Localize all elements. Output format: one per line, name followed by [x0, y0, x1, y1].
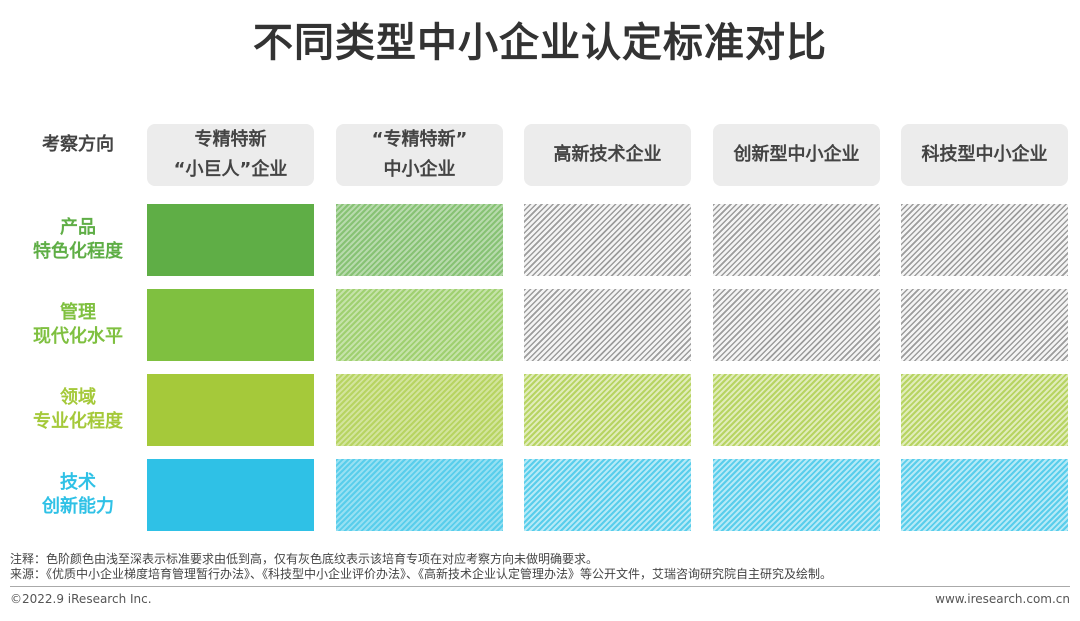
cell-r2-c1 [336, 374, 503, 446]
divider [10, 586, 1070, 587]
column-header-1: “专精特新” 中小企业 [336, 124, 503, 186]
cell-r2-c2 [524, 374, 691, 446]
cell-r0-c4 [901, 204, 1068, 276]
header-label: 考察方向 [42, 134, 114, 155]
column-header-4: 科技型中小企业 [901, 124, 1068, 186]
cell-r0-c1 [336, 204, 503, 276]
row-label-1: 管理 现代化水平 [33, 302, 123, 347]
cell-r1-c4 [901, 289, 1068, 361]
copyright: ©2022.9 iResearch Inc. [10, 592, 152, 606]
source-line: 来源：《优质中小企业梯度培育管理暂行办法》、《科技型中小企业评价办法》、《高新技… [10, 567, 833, 581]
cell-r0-c2 [524, 204, 691, 276]
cell-r2-c3 [713, 374, 880, 446]
cell-r1-c3 [713, 289, 880, 361]
website: www.iresearch.com.cn [935, 592, 1070, 606]
row-label-0: 产品 特色化程度 [33, 217, 123, 262]
cell-r0-c3 [713, 204, 880, 276]
cell-r3-c1 [336, 459, 503, 531]
cell-r3-c4 [901, 459, 1068, 531]
cell-r3-c0 [147, 459, 314, 531]
cell-r1-c0 [147, 289, 314, 361]
row-label-2: 领域 专业化程度 [33, 387, 123, 432]
page-title: 不同类型中小企业认定标准对比 [253, 20, 827, 66]
cell-r3-c2 [524, 459, 691, 531]
cell-r3-c3 [713, 459, 880, 531]
cell-r2-c0 [147, 374, 314, 446]
note-line: 注释：色阶颜色由浅至深表示标准要求由低到高，仅有灰色底纹表示该培育专项在对应考察… [10, 552, 599, 566]
cell-r0-c0 [147, 204, 314, 276]
column-header-2: 高新技术企业 [524, 124, 691, 186]
cell-r1-c2 [524, 289, 691, 361]
column-header-3: 创新型中小企业 [713, 124, 880, 186]
column-header-0: 专精特新 “小巨人”企业 [147, 124, 314, 186]
row-label-3: 技术 创新能力 [42, 472, 114, 517]
cell-r1-c1 [336, 289, 503, 361]
notes: 注释：色阶颜色由浅至深表示标准要求由低到高，仅有灰色底纹表示该培育专项在对应考察… [10, 552, 832, 582]
cell-r2-c4 [901, 374, 1068, 446]
